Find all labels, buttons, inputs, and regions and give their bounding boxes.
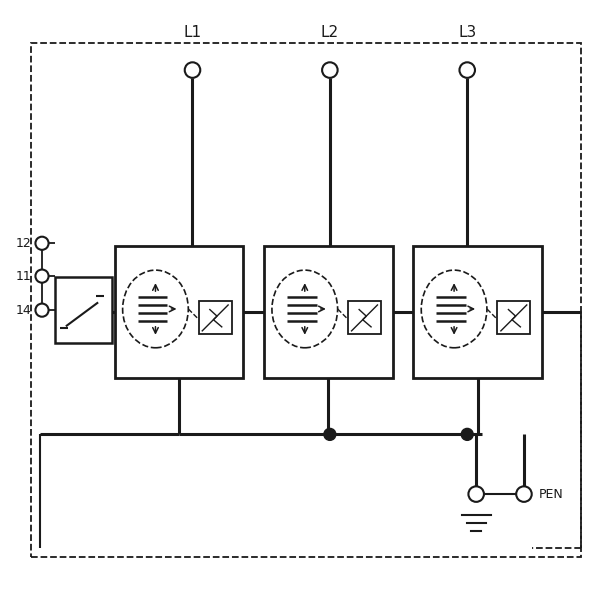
Ellipse shape (421, 270, 487, 348)
Bar (115, 246, 243, 377)
Bar (497, 301, 530, 334)
Circle shape (322, 62, 338, 78)
Text: PEN: PEN (539, 488, 563, 500)
Circle shape (516, 487, 532, 502)
Circle shape (35, 236, 49, 250)
Bar (55, 277, 112, 343)
Circle shape (324, 428, 336, 440)
Circle shape (35, 304, 49, 317)
Bar (348, 301, 381, 334)
Bar (199, 301, 232, 334)
Circle shape (460, 62, 475, 78)
Circle shape (461, 428, 473, 440)
Bar (264, 246, 392, 377)
Ellipse shape (272, 270, 338, 348)
Text: L1: L1 (184, 25, 202, 40)
Text: L2: L2 (321, 25, 339, 40)
Bar (31, 43, 581, 557)
Ellipse shape (122, 270, 188, 348)
Text: 12: 12 (16, 237, 31, 250)
Circle shape (185, 62, 200, 78)
Circle shape (469, 487, 484, 502)
Bar (413, 246, 542, 377)
Circle shape (35, 269, 49, 283)
Text: 14: 14 (16, 304, 31, 317)
Text: 11: 11 (16, 269, 31, 283)
Text: L3: L3 (458, 25, 476, 40)
